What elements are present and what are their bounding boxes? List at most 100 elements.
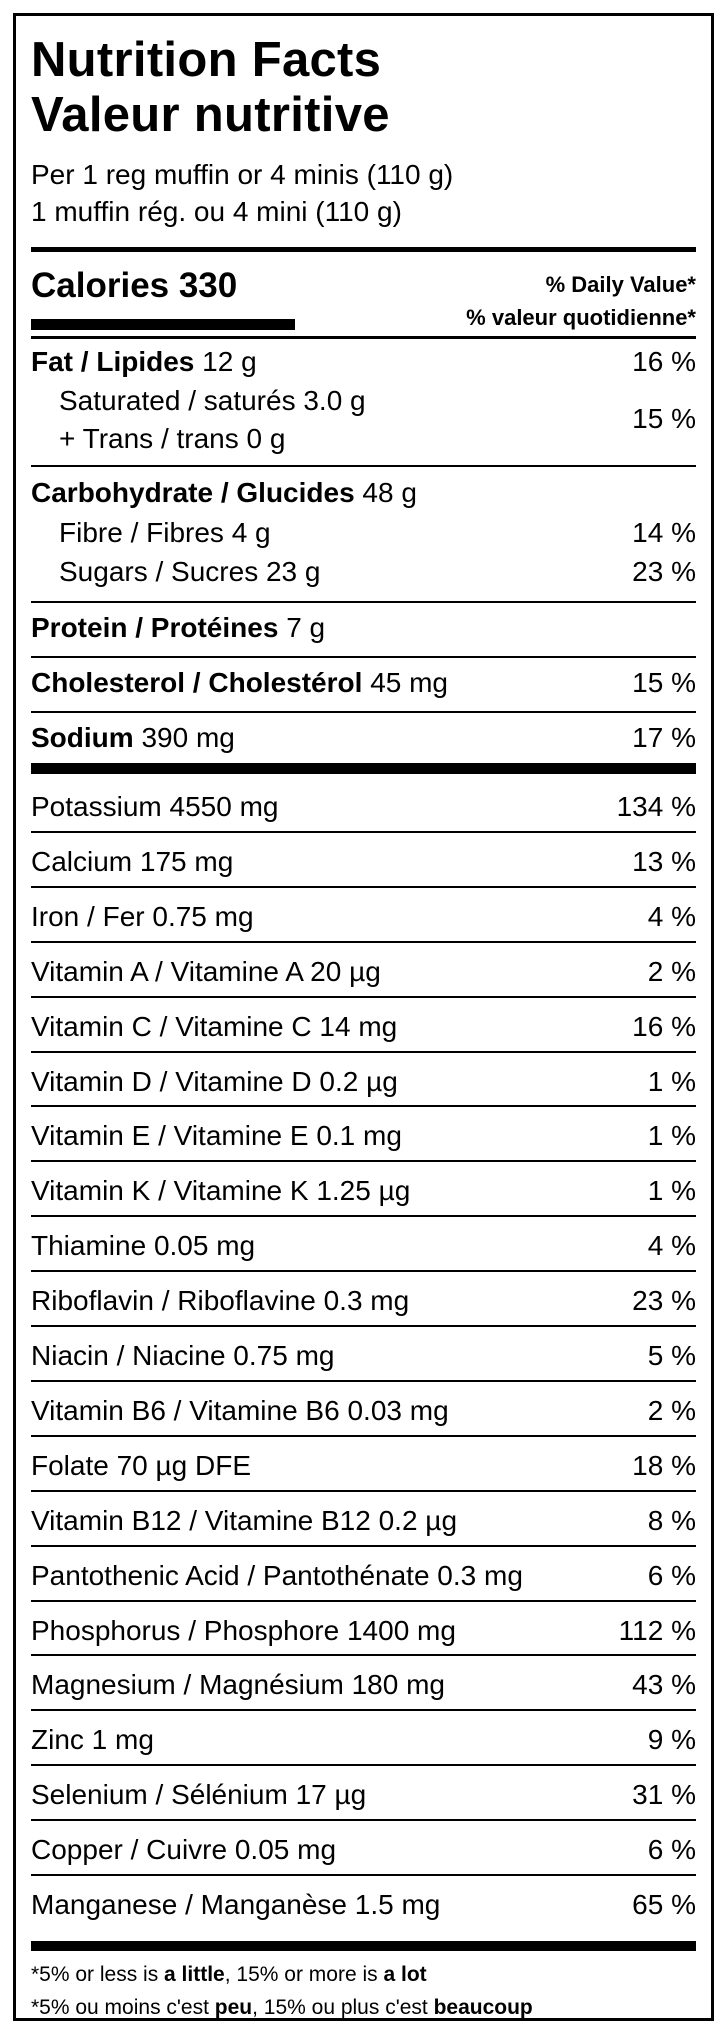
label-content: Nutrition Facts Valeur nutritive Per 1 r… xyxy=(31,16,696,2019)
calories: Calories 330 xyxy=(31,266,238,305)
micronutrient-label: Vitamin D / Vitamine D 0.2 µg xyxy=(31,1065,398,1097)
dv-header-french: % valeur quotidienne* xyxy=(466,305,696,330)
micronutrient-label: Selenium / Sélénium 17 µg xyxy=(31,1779,367,1811)
divider xyxy=(31,1105,696,1107)
micronutrient-label: Zinc 1 mg xyxy=(31,1724,154,1756)
sugars-label: Sugars / Sucres 23 g xyxy=(59,556,321,587)
micronutrient-label: Potassium 4550 mg xyxy=(31,791,279,822)
calories-divider xyxy=(31,336,696,339)
micronutrient-dv: 8 % xyxy=(647,1504,696,1536)
fibre-dv: 14 % xyxy=(632,517,696,548)
micronutrient-dv: 2 % xyxy=(647,955,696,987)
footnote-emphasis: a little xyxy=(164,1963,225,1986)
footnote-text: , 15% or more is xyxy=(224,1963,384,1986)
micronutrient-dv: 9 % xyxy=(647,1724,696,1756)
micronutrient-dv: 2 % xyxy=(647,1394,696,1426)
divider xyxy=(31,1545,696,1547)
micronutrient-label: Copper / Cuivre 0.05 mg xyxy=(31,1834,337,1866)
micronutrient-dv: 1 % xyxy=(647,1065,696,1097)
micronutrient-label: Riboflavin / Riboflavine 0.3 mg xyxy=(31,1285,410,1317)
trans-label: + Trans / trans 0 g xyxy=(59,423,286,454)
micronutrient-label: Iron / Fer 0.75 mg xyxy=(31,900,254,932)
micronutrient-dv: 6 % xyxy=(647,1559,696,1591)
micronutrient-label: Calcium 175 mg xyxy=(31,845,234,877)
footnote-french: *5% ou moins c'est peu, 15% ou plus c'es… xyxy=(31,1991,533,2024)
sodium-amount: 390 mg xyxy=(141,722,235,753)
dv-header-english: % Daily Value* xyxy=(545,272,696,297)
footnote-english: *5% or less is a little, 15% or more is … xyxy=(31,1958,533,1991)
divider xyxy=(31,1325,696,1327)
divider xyxy=(31,1215,696,1217)
divider xyxy=(31,711,696,713)
footnote-emphasis: a lot xyxy=(383,1963,427,1986)
carb-label: Carbohydrate / Glucides xyxy=(31,477,355,508)
micronutrient-dv: 6 % xyxy=(647,1834,696,1866)
footnote-text: *5% ou moins c'est xyxy=(31,1996,215,2019)
divider xyxy=(31,601,696,603)
nutrition-facts-label: Nutrition Facts Valeur nutritive Per 1 r… xyxy=(13,13,714,2021)
footnote: *5% or less is a little, 15% or more is … xyxy=(31,1958,533,2024)
serving-english: Per 1 reg muffin or 4 minis (110 g) xyxy=(31,159,454,190)
micronutrient-dv: 112 % xyxy=(618,1614,696,1646)
micronutrient-label: Manganese / Manganèse 1.5 mg xyxy=(31,1889,441,1920)
divider xyxy=(31,1709,696,1711)
micronutrient-label: Vitamin B6 / Vitamine B6 0.03 mg xyxy=(31,1394,449,1426)
footnote-emphasis: peu xyxy=(214,1996,253,2019)
sodium-label: Sodium xyxy=(31,722,134,753)
footnote-text: , 15% ou plus c'est xyxy=(252,1996,434,2019)
micronutrient-dv: 4 % xyxy=(647,900,696,932)
sat-trans-dv: 15 % xyxy=(632,403,696,434)
protein-amount: 7 g xyxy=(286,612,326,643)
divider xyxy=(31,941,696,943)
sugars-dv: 23 % xyxy=(632,556,696,587)
micronutrient-dv: 1 % xyxy=(647,1175,696,1207)
divider xyxy=(31,656,696,658)
micronutrient-dv: 18 % xyxy=(632,1449,696,1481)
micronutrient-dv: 13 % xyxy=(632,845,696,877)
micronutrient-label: Vitamin K / Vitamine K 1.25 µg xyxy=(31,1175,411,1207)
daily-value-header: % Daily Value* % valeur quotidienne* xyxy=(466,268,696,334)
micronutrient-label: Vitamin A / Vitamine A 20 µg xyxy=(31,955,381,987)
footnote-text: *5% or less is xyxy=(31,1963,165,1986)
micronutrient-label: Pantothenic Acid / Pantothénate 0.3 mg xyxy=(31,1559,523,1591)
micronutrient-dv: 1 % xyxy=(647,1120,696,1152)
divider xyxy=(31,886,696,888)
divider xyxy=(31,1654,696,1656)
micronutrient-label: Vitamin B12 / Vitamine B12 0.2 µg xyxy=(31,1504,458,1536)
divider xyxy=(31,1270,696,1272)
divider xyxy=(31,1160,696,1162)
micronutrient-label: Folate 70 µg DFE xyxy=(31,1449,252,1481)
protein-label: Protein / Protéines xyxy=(31,612,279,643)
serving-french: 1 muffin rég. ou 4 mini (110 g) xyxy=(31,196,402,227)
micronutrient-label: Vitamin E / Vitamine E 0.1 mg xyxy=(31,1120,402,1152)
micronutrient-dv: 134 % xyxy=(616,791,696,822)
divider xyxy=(31,1051,696,1053)
fat-label: Fat / Lipides xyxy=(31,346,195,377)
micronutrient-label: Niacin / Niacine 0.75 mg xyxy=(31,1340,335,1371)
micronutrient-dv: 43 % xyxy=(632,1669,696,1701)
micronutrient-dv: 65 % xyxy=(632,1889,696,1920)
fibre-label: Fibre / Fibres 4 g xyxy=(59,517,271,548)
cholesterol-amount: 45 mg xyxy=(370,667,449,698)
micronutrient-dv: 5 % xyxy=(647,1340,696,1371)
divider xyxy=(31,996,696,998)
divider xyxy=(31,1819,696,1821)
serving-size: Per 1 reg muffin or 4 minis (110 g) 1 mu… xyxy=(31,156,453,230)
footnote-emphasis: beaucoup xyxy=(433,1996,533,2019)
title-french: Valeur nutritive xyxy=(31,88,390,142)
micronutrient-dv: 31 % xyxy=(632,1779,696,1811)
micronutrient-label: Magnesium / Magnésium 180 mg xyxy=(31,1669,445,1701)
divider xyxy=(31,465,696,467)
cholesterol-label: Cholesterol / Cholestérol xyxy=(31,667,363,698)
divider xyxy=(31,1874,696,1876)
divider xyxy=(31,1600,696,1602)
divider xyxy=(31,831,696,833)
micronutrient-dv: 4 % xyxy=(647,1230,696,1262)
divider xyxy=(31,1764,696,1766)
label-title: Nutrition Facts Valeur nutritive xyxy=(31,33,390,143)
micronutrient-dv: 16 % xyxy=(632,1010,696,1042)
calories-underline xyxy=(31,319,295,330)
fat-dv: 16 % xyxy=(632,346,696,377)
sodium-dv: 17 % xyxy=(632,722,696,753)
divider xyxy=(31,1380,696,1382)
